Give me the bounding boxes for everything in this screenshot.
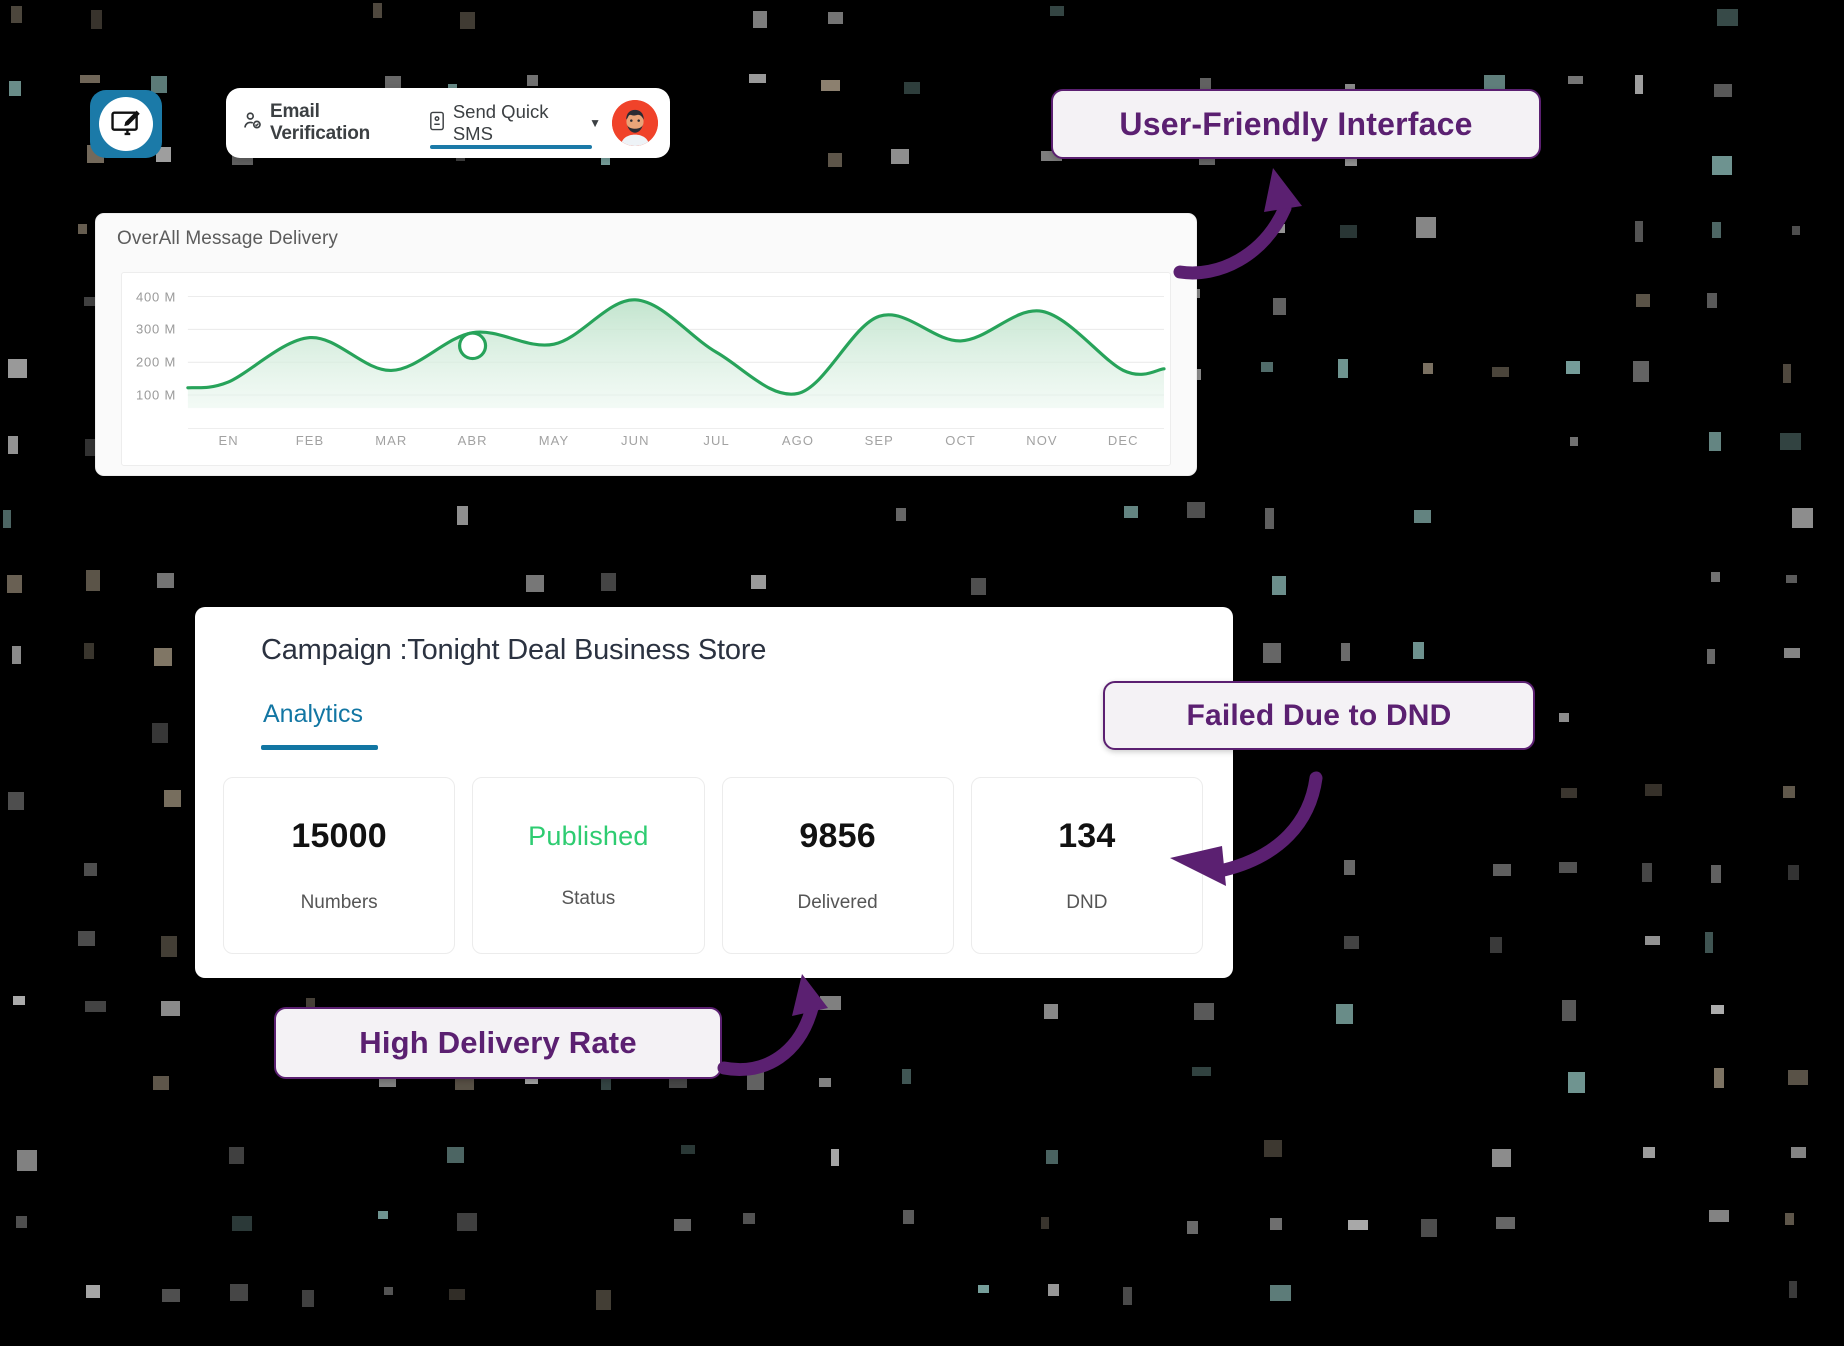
tab-active-indicator: [261, 745, 378, 750]
email-verification-menu[interactable]: Email Verification: [226, 88, 410, 158]
stat-label: Numbers: [300, 892, 378, 913]
callout-user-friendly-interface: User-Friendly Interface: [1051, 89, 1541, 159]
chart-x-tick: MAR: [375, 433, 408, 448]
page-title: Campaign :Tonight Deal Business Store: [261, 634, 767, 666]
chart-plot-area: 400 M 300 M 200 M 100 M EN FEB MAR ABR MAY JUN JU…: [121, 272, 1171, 466]
chart-title: OverAll Message Delivery: [117, 228, 338, 249]
callout-high-delivery-rate: High Delivery Rate: [274, 1007, 722, 1079]
delivery-area-chart: [186, 296, 1166, 409]
tab-analytics[interactable]: Analytics: [263, 700, 364, 728]
stat-value: Published: [528, 821, 649, 851]
chart-x-tick: FEB: [295, 433, 325, 448]
callout-failed-due-to-dnd: Failed Due to DND: [1103, 681, 1535, 750]
stat-card-row: 15000 Numbers Published Status 9856 Delivered…: [223, 777, 1203, 954]
chart-x-axis-labels: EN FEB MAR ABR MAY JUN JUL AGO SEP OCT NOV DEC: [188, 433, 1164, 451]
mobile-phone-icon: [428, 111, 446, 136]
send-quick-sms-menu[interactable]: Send Quick SMS: [428, 88, 593, 158]
user-avatar[interactable]: [612, 100, 658, 146]
chart-x-tick: ABR: [457, 433, 488, 448]
chart-y-tick: 100 M: [136, 387, 177, 403]
chart-x-tick: NOV: [1026, 433, 1058, 448]
stat-label: Delivered: [797, 892, 878, 913]
stat-value: 9856: [799, 817, 876, 855]
stat-card-numbers: 15000 Numbers: [223, 777, 456, 954]
stat-card-delivered: 9856 Delivered: [721, 777, 954, 954]
stat-card-status: Published Status: [472, 777, 705, 954]
campaign-analytics-card: Campaign :Tonight Deal Business Store An…: [195, 607, 1233, 978]
app-logo[interactable]: [90, 90, 162, 158]
chart-x-tick: JUN: [621, 433, 650, 448]
chart-highlight-point: [458, 331, 488, 361]
chart-y-tick: 400 M: [136, 289, 177, 305]
stat-value: 15000: [291, 817, 387, 855]
chart-x-tick: DEC: [1107, 433, 1139, 448]
stat-label: Status: [561, 888, 616, 909]
monitor-pen-icon: [99, 97, 153, 151]
email-verification-label: Email Verification: [270, 101, 371, 144]
chart-x-tick: JUL: [703, 433, 730, 448]
chart-y-tick: 200 M: [136, 354, 177, 370]
chart-y-tick: 300 M: [136, 321, 177, 337]
stat-label: DND: [1066, 892, 1108, 913]
chart-x-tick: EN: [218, 433, 239, 448]
chart-x-tick: OCT: [945, 433, 976, 448]
chevron-down-icon[interactable]: ▼: [589, 116, 601, 130]
chart-x-tick: AGO: [781, 433, 815, 448]
stat-card-dnd: 134 DND: [970, 777, 1203, 954]
arrow-to-delivered-card: [717, 974, 828, 1076]
top-navigation-bar[interactable]: Email Verification Send Quick SMS ▼: [226, 88, 670, 158]
stat-value: 134: [1058, 817, 1116, 855]
chart-x-tick: MAY: [538, 433, 570, 448]
user-check-icon: [242, 110, 263, 137]
chart-x-axis-line: [188, 428, 1164, 429]
send-quick-sms-label: Send Quick SMS: [452, 101, 549, 144]
chart-x-tick: SEP: [864, 433, 894, 448]
overall-message-delivery-card: OverAll Message Delivery 400 M 300 M 200 M…: [95, 213, 1197, 476]
